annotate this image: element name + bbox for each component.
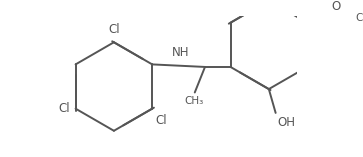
Text: CH₃: CH₃ <box>184 96 204 106</box>
Text: Cl: Cl <box>108 23 120 36</box>
Text: Cl: Cl <box>59 102 70 115</box>
Text: Cl: Cl <box>156 114 167 127</box>
Text: NH: NH <box>172 46 189 59</box>
Text: OH: OH <box>277 116 295 129</box>
Text: CH₃: CH₃ <box>356 13 363 23</box>
Text: O: O <box>332 0 341 13</box>
